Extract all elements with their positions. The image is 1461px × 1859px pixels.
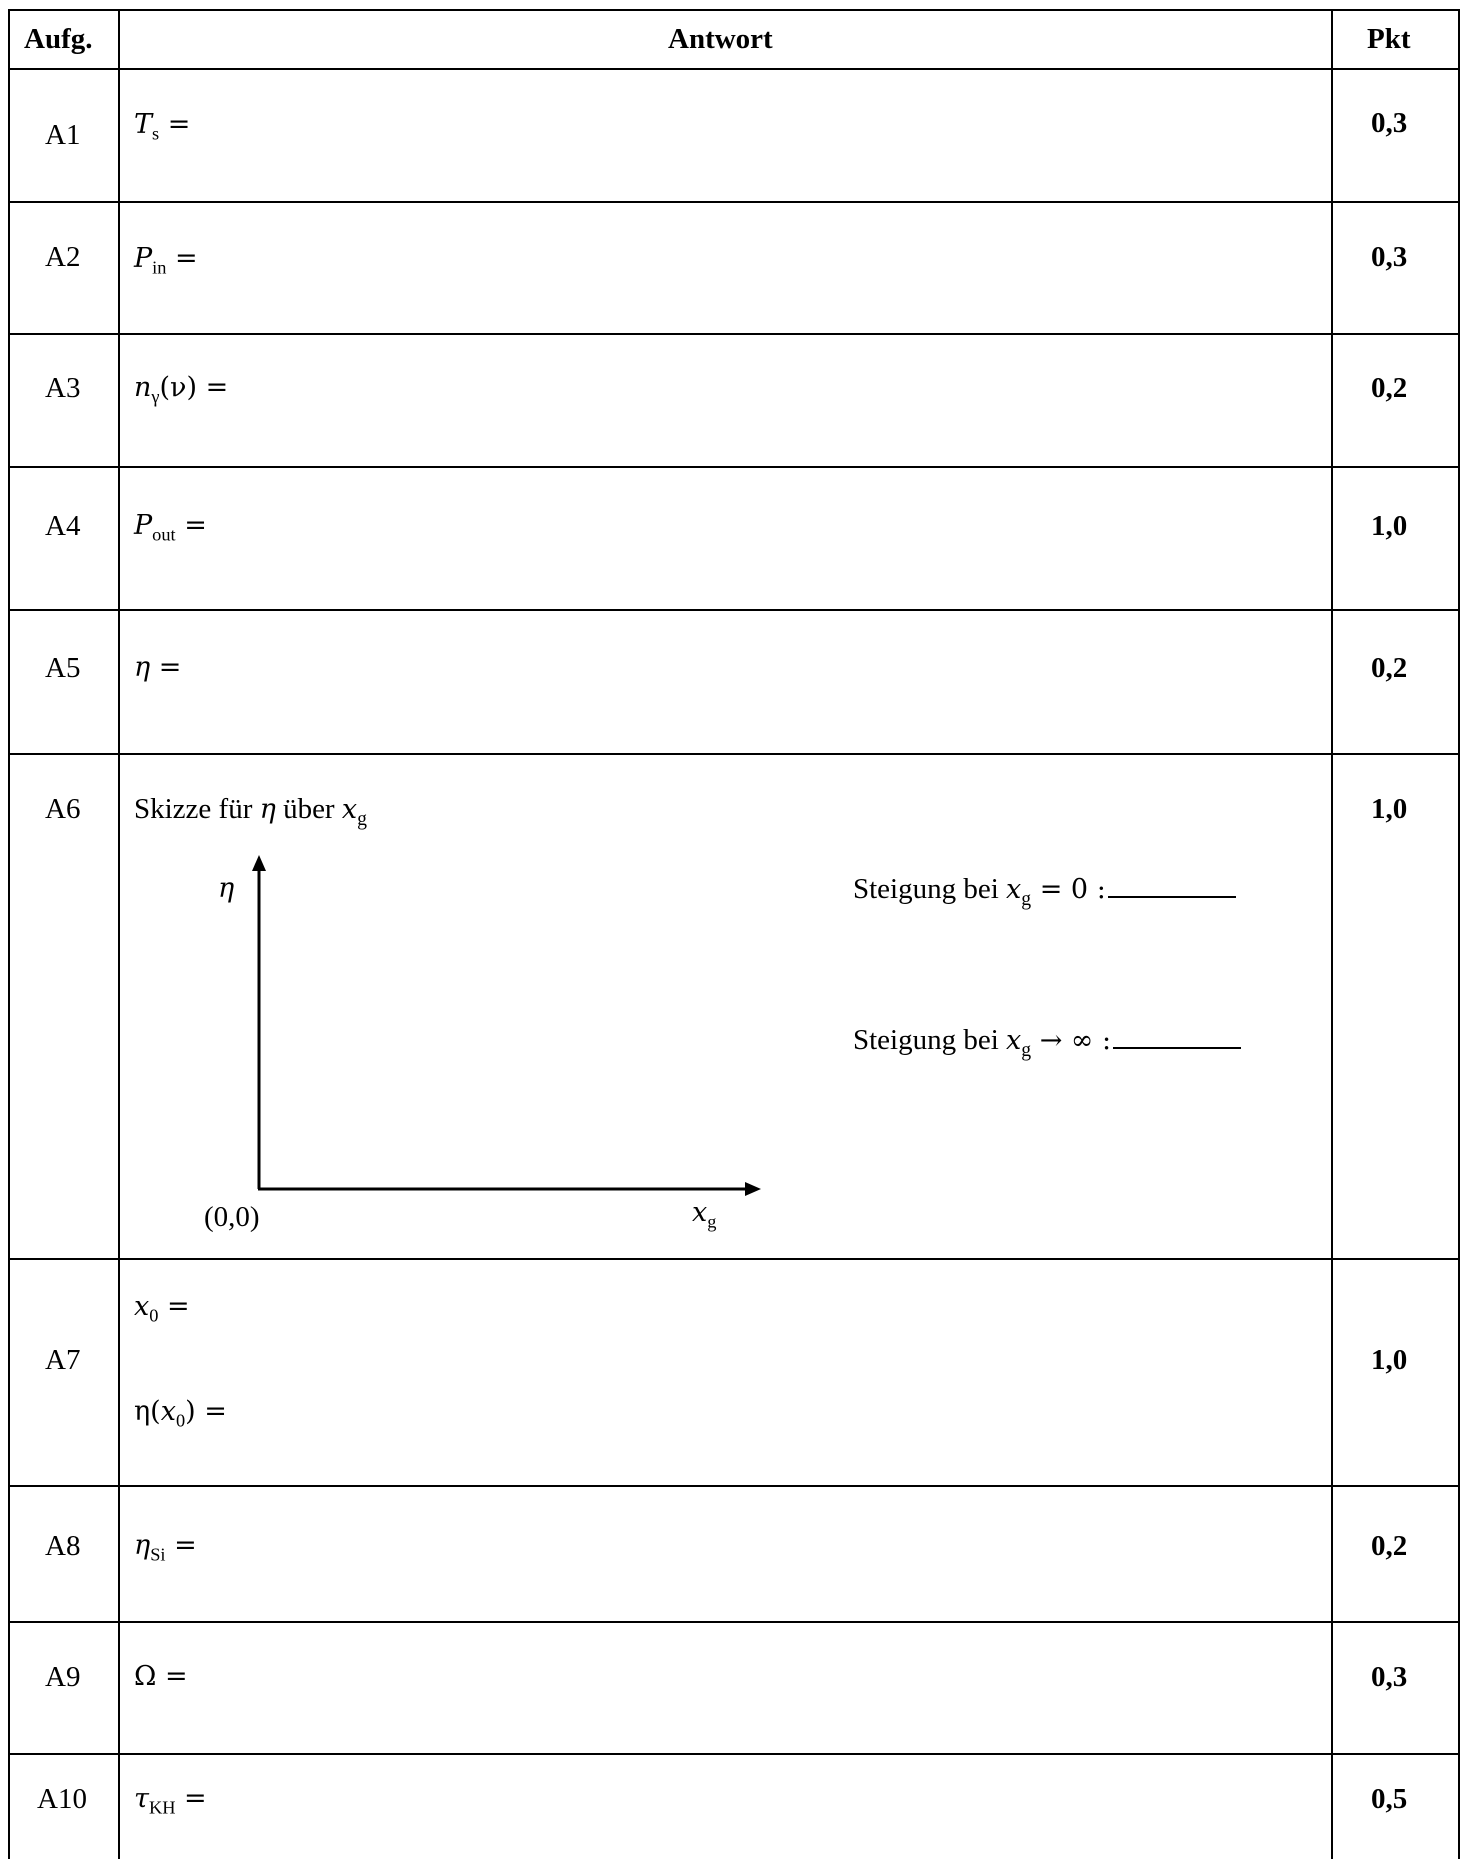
header-task: Aufg. [24, 23, 93, 55]
y-axis-arrowhead [252, 855, 266, 871]
answer-field[interactable]: nγ(ν) = [134, 372, 229, 407]
points-value: 0,3 [1371, 1661, 1408, 1693]
task-label: A10 [37, 1783, 87, 1815]
points-value: 0,3 [1371, 241, 1408, 273]
points-value: 0,5 [1371, 1783, 1408, 1815]
answer-field[interactable]: Pin = [134, 243, 198, 278]
points-value: 1,0 [1371, 793, 1408, 825]
task-label: A9 [45, 1661, 81, 1693]
answer-field[interactable]: τKH = [134, 1783, 207, 1818]
task-label: A5 [45, 652, 81, 684]
answer-field[interactable]: Pout = [134, 510, 207, 545]
header-points: Pkt [1367, 23, 1411, 55]
x-axis-arrowhead [745, 1182, 761, 1196]
column-divider [118, 9, 120, 1859]
row-divider [8, 1753, 1460, 1755]
header-answer: Antwort [668, 23, 773, 55]
sketch-caption: Skizze für η über xg [134, 793, 367, 830]
answer-field[interactable]: η(x0) = [134, 1396, 227, 1431]
points-value: 1,0 [1371, 1344, 1408, 1376]
points-value: 0,2 [1371, 652, 1408, 684]
row-divider [8, 753, 1460, 755]
origin-label: (0,0) [204, 1201, 260, 1233]
row-divider [8, 1621, 1460, 1623]
task-label: A3 [45, 372, 81, 404]
row-divider [8, 9, 1460, 11]
slope-at-infinity: Steigung bei xg → ∞ : [853, 1026, 1242, 1060]
table-border-left [8, 9, 10, 1859]
row-divider [8, 68, 1460, 70]
task-label: A8 [45, 1530, 81, 1562]
column-divider [1331, 9, 1333, 1859]
answer-field[interactable]: η = [134, 652, 182, 683]
slope-inf-blank[interactable] [1113, 1043, 1242, 1049]
answer-field[interactable]: Ts = [134, 109, 191, 144]
row-divider [8, 466, 1460, 468]
task-label: A1 [45, 119, 81, 151]
points-value: 0,2 [1371, 1530, 1408, 1562]
points-value: 0,2 [1371, 372, 1408, 404]
points-value: 1,0 [1371, 510, 1408, 542]
slope-zero-blank[interactable] [1107, 892, 1236, 898]
slope-at-zero: Steigung bei xg = 0 : [853, 875, 1236, 909]
answer-field[interactable]: x0 = [134, 1291, 190, 1326]
task-label: A4 [45, 510, 81, 542]
points-value: 0,3 [1371, 107, 1408, 139]
table-border-right [1458, 9, 1460, 1859]
row-divider [8, 1258, 1460, 1260]
x-axis-label: xg [692, 1197, 717, 1232]
row-divider [8, 1485, 1460, 1487]
row-divider [8, 609, 1460, 611]
row-divider [8, 333, 1460, 335]
row-divider [8, 201, 1460, 203]
answer-field[interactable]: ηSi = [134, 1530, 197, 1565]
task-label: A6 [45, 793, 81, 825]
y-axis-label: η [218, 873, 235, 904]
task-label: A2 [45, 241, 81, 273]
answer-field[interactable]: Ω = [134, 1661, 188, 1692]
task-label: A7 [45, 1344, 81, 1376]
